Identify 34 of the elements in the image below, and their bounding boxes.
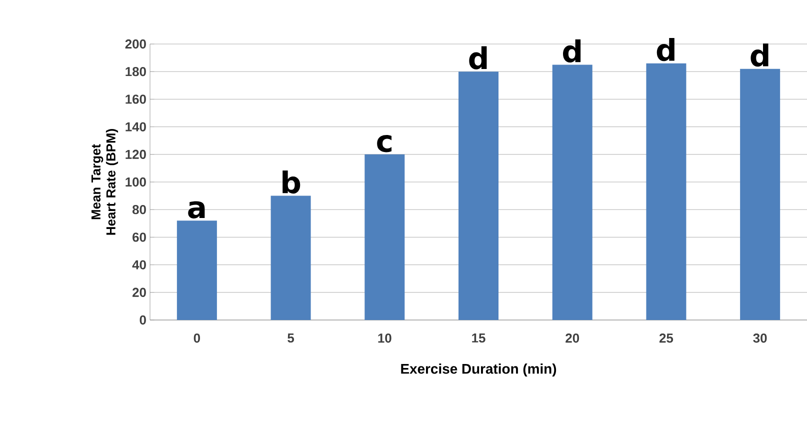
annotation: d [656, 38, 674, 62]
x-tick-label: 15 [472, 334, 486, 343]
y-tick-label: 180 [126, 67, 146, 76]
x-tick-label: 0 [194, 334, 200, 343]
annotation: d [750, 44, 768, 67]
annotation: d [469, 46, 487, 70]
bar [740, 68, 780, 320]
y-tick-label: 140 [126, 122, 146, 132]
y-tick-label: 120 [126, 150, 146, 159]
bar [176, 220, 217, 320]
x-tick-label: 5 [288, 334, 294, 343]
y-tick-label: 20 [132, 288, 146, 297]
y-tick-label: 160 [126, 94, 146, 104]
bar [458, 72, 498, 320]
x-axis-title: Exercise Duration (min) [401, 364, 556, 377]
x-tick-label: 25 [659, 334, 674, 343]
y-tick-label: 40 [132, 260, 146, 270]
x-tick-label: 30 [753, 334, 767, 343]
bar [552, 64, 592, 320]
y-tick-label: 100 [126, 177, 146, 187]
annotation: a [188, 201, 205, 218]
bar [646, 63, 686, 320]
bar [270, 196, 311, 320]
x-tick-label: 10 [378, 334, 392, 343]
annotation: d [563, 39, 581, 62]
y-tick-label: 200 [125, 39, 146, 49]
x-tick-label: 20 [566, 334, 580, 343]
annotation: b [282, 170, 300, 194]
bar [364, 154, 405, 320]
y-tick-label: 80 [132, 205, 146, 214]
y-tick-label: 0 [140, 315, 146, 325]
annotation: c [377, 135, 392, 152]
y-tick-label: 60 [132, 232, 146, 242]
y-axis-title: Mean Target Heart Rate (BPM) [91, 129, 118, 235]
